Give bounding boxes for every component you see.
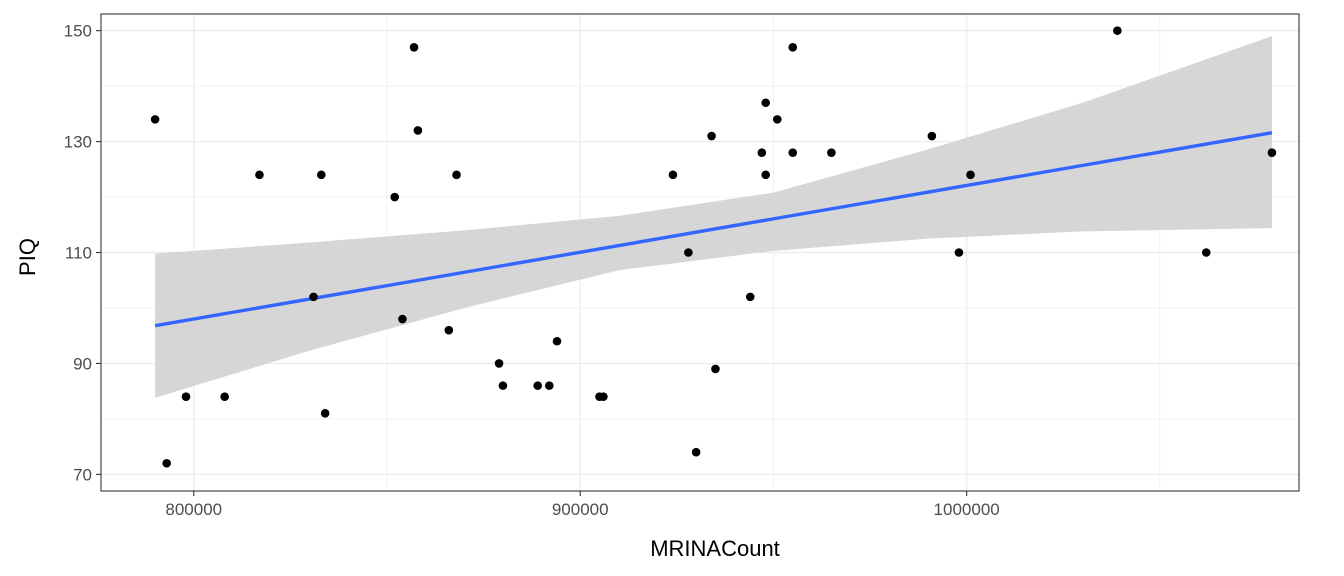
data-points-layer xyxy=(150,26,1277,468)
data-point xyxy=(761,170,770,180)
data-point xyxy=(711,364,720,374)
y-tick-label: 130 xyxy=(64,133,92,152)
data-point xyxy=(498,381,508,390)
confidence-band-layer xyxy=(155,36,1272,398)
data-point xyxy=(788,148,798,157)
data-point xyxy=(788,42,798,52)
x-axis-title: MRINACount xyxy=(650,536,780,561)
major-gridlines xyxy=(101,14,1299,491)
data-point xyxy=(772,115,782,124)
data-point xyxy=(255,170,264,180)
x-axis: 800000 900000 1000000 xyxy=(165,491,1000,519)
data-point xyxy=(966,170,975,180)
data-point xyxy=(668,170,678,180)
data-point xyxy=(398,314,407,324)
data-point xyxy=(707,131,716,141)
data-point xyxy=(757,148,767,157)
data-point xyxy=(452,170,461,180)
confidence-band xyxy=(155,36,1272,398)
trend-line xyxy=(154,131,1273,328)
data-point xyxy=(162,458,171,468)
data-point xyxy=(320,409,330,418)
data-point xyxy=(150,115,160,124)
y-axis-title: PIQ xyxy=(15,238,40,276)
data-point xyxy=(1201,248,1211,257)
data-point xyxy=(1113,26,1122,35)
data-point xyxy=(444,325,454,335)
data-point xyxy=(745,292,755,302)
data-point xyxy=(691,447,701,457)
data-point xyxy=(390,192,400,202)
y-axis: 70 90 110 130 150 xyxy=(64,22,101,484)
data-point xyxy=(552,336,562,346)
data-point xyxy=(927,131,937,141)
data-point xyxy=(827,148,836,157)
data-point xyxy=(954,248,964,257)
data-point xyxy=(316,170,326,180)
y-tick-label: 110 xyxy=(65,244,92,263)
y-tick-label: 70 xyxy=(73,465,92,484)
x-tick-label: 900000 xyxy=(552,500,609,519)
y-tick-label: 90 xyxy=(73,354,92,373)
y-tick-label: 150 xyxy=(64,22,92,41)
data-point xyxy=(409,42,419,52)
trend-line-layer xyxy=(154,131,1273,328)
data-point xyxy=(181,392,191,402)
data-point xyxy=(413,126,423,135)
data-point xyxy=(684,248,693,257)
data-point xyxy=(309,292,318,302)
data-point xyxy=(599,392,608,402)
data-point xyxy=(761,98,770,108)
data-point xyxy=(220,392,229,402)
x-tick-label: 1000000 xyxy=(934,500,1000,519)
data-point xyxy=(533,381,542,390)
data-point xyxy=(494,359,504,368)
data-point xyxy=(544,381,554,390)
data-point xyxy=(1267,148,1277,157)
x-tick-label: 800000 xyxy=(165,500,222,519)
